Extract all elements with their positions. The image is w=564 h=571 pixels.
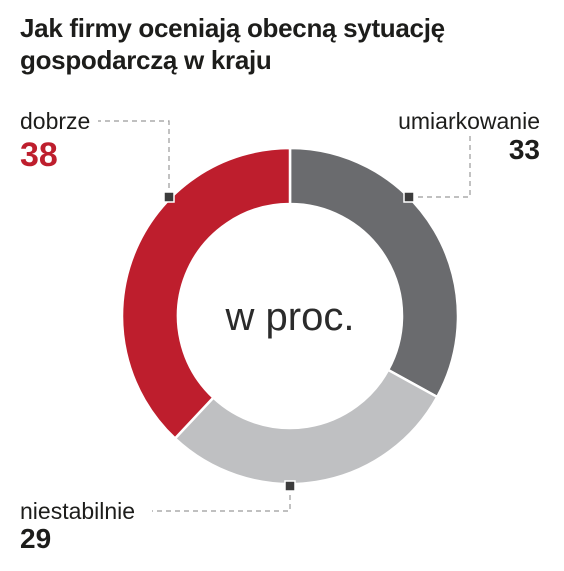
slice-label-umiarkowanie: umiarkowanie (398, 108, 540, 134)
donut-slice-dobrze (120, 146, 292, 441)
leader-line-umiarkowanie (409, 134, 472, 198)
donut-slices (120, 146, 460, 486)
leader-line-dobrze (98, 120, 170, 197)
chart-title-line-1: Jak firmy oceniają obecną sytuację (20, 13, 445, 43)
donut-slice-niestabilnie (173, 368, 439, 486)
leader-line-niestabilnie (152, 486, 291, 512)
slice-value-umiarkowanie: 33 (509, 134, 540, 165)
slice-value-dobrze: 38 (20, 136, 58, 174)
center-label: w proc. (225, 295, 355, 339)
donut-slice-umiarkowanie (288, 146, 460, 399)
marker-umiarkowanie (403, 191, 415, 203)
chart-title-line-2: gospodarczą w kraju (20, 45, 272, 75)
slice-label-niestabilnie: niestabilnie (20, 498, 135, 524)
marker-dobrze (163, 191, 175, 203)
leader-lines (98, 120, 472, 512)
chart-title: Jak firmy oceniają obecną sytuację gospo… (20, 12, 540, 76)
slice-label-dobrze: dobrze (20, 108, 90, 134)
leader-markers (163, 191, 415, 492)
slice-value-niestabilnie: 29 (20, 523, 51, 554)
marker-niestabilnie (284, 480, 296, 492)
